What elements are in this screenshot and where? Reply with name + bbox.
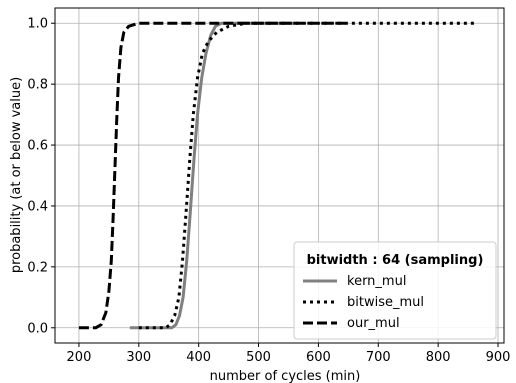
- legend-label-kern-mul: kern_mul: [347, 274, 406, 289]
- axis-ticks: 200 300 400 500 600 700 800 900 0.0 0.2 0.4 0.6 0.8 1…: [27, 17, 510, 365]
- legend-title: bitwidth : 64 (sampling): [307, 253, 484, 268]
- y-tick-label: 0.6: [27, 139, 48, 154]
- x-axis-label: number of cycles (min): [210, 369, 361, 383]
- y-tick-label: 0.8: [27, 78, 48, 93]
- legend-label-bitwise-mul: bitwise_mul: [347, 295, 424, 310]
- series-line-bitwise-mul: [138, 21, 478, 330]
- y-tick-label: 0.0: [27, 321, 48, 336]
- series-line-kern-mul: [129, 21, 295, 330]
- series-line-our-mul: [78, 21, 349, 330]
- x-tick-label: 500: [246, 350, 271, 365]
- y-tick-label: 1.0: [27, 17, 48, 32]
- legend-label-our-mul: our_mul: [347, 316, 400, 331]
- x-tick-label: 300: [126, 350, 151, 365]
- y-axis-label: probability (at or below value): [9, 77, 24, 273]
- y-tick-label: 0.2: [27, 260, 48, 275]
- x-tick-label: 400: [186, 350, 211, 365]
- legend-box: [293, 241, 497, 340]
- y-tick-label: 0.4: [27, 199, 48, 214]
- x-tick-label: 200: [67, 350, 92, 365]
- plot-frame: [54, 7, 505, 344]
- x-tick-label: 900: [486, 350, 511, 365]
- legend: bitwidth : 64 (sampling) kern_mul bitwis…: [293, 241, 497, 340]
- series-lines: [78, 21, 478, 330]
- x-tick-label: 600: [306, 350, 331, 365]
- x-tick-label: 800: [426, 350, 451, 365]
- x-tick-label: 700: [366, 350, 391, 365]
